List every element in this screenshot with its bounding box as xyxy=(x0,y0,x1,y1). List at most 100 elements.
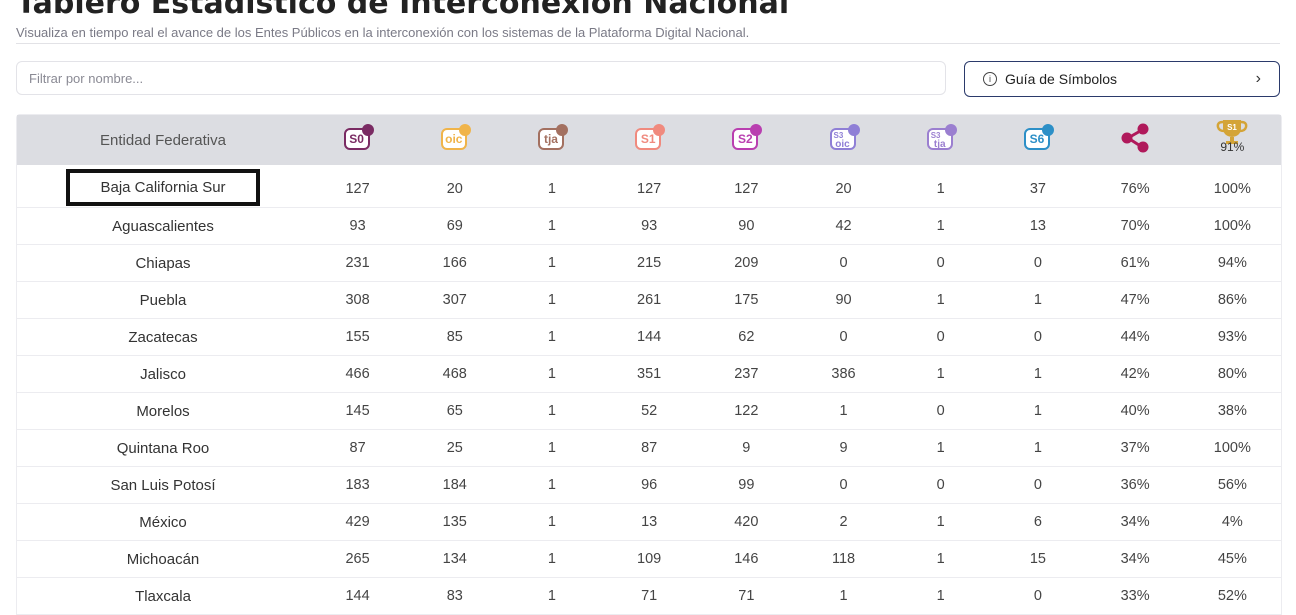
table-row[interactable]: Quintana Roo 87 25 1 87 9 9 1 1 37% 100% xyxy=(17,429,1281,467)
value-cell: 4% xyxy=(1183,503,1281,541)
entity-name-cell: Morelos xyxy=(17,392,309,430)
column-header-share[interactable] xyxy=(1086,115,1184,168)
value-cell: 1 xyxy=(989,392,1087,430)
value-cell: 265 xyxy=(309,540,407,578)
trophy-icon: S1 91% xyxy=(1212,118,1252,158)
s1-badge-icon: S1 xyxy=(632,122,666,154)
entity-name-cell: Chiapas xyxy=(17,244,309,282)
value-cell: 96 xyxy=(600,466,698,504)
entity-name-cell: México xyxy=(17,503,309,541)
column-header-tja-badge[interactable]: tja xyxy=(503,115,601,168)
value-cell: 1 xyxy=(892,207,990,245)
value-cell: 144 xyxy=(309,577,407,614)
value-cell: 0 xyxy=(989,318,1087,356)
entity-name-cell: Jalisco xyxy=(17,355,309,393)
value-cell: 85 xyxy=(406,318,504,356)
entity-name-cell: Aguascalientes xyxy=(17,207,309,245)
value-cell: 37 xyxy=(989,165,1087,208)
value-cell: 420 xyxy=(697,503,795,541)
value-cell: 0 xyxy=(794,244,893,282)
value-cell: 0 xyxy=(989,466,1087,504)
column-header-s6-badge[interactable]: S6 xyxy=(989,115,1087,168)
page-title: Tablero Estadístico de Interconexión Nac… xyxy=(16,0,790,21)
table-row[interactable]: Aguascalientes 93 69 1 93 90 42 1 13 70% 100% xyxy=(17,207,1281,245)
table-row[interactable]: Baja California Sur 127 20 1 127 127 20 1 37 76% 1… xyxy=(17,165,1281,208)
table-header-row: Entidad Federativa S0 oic tja S1 S2 S3 oic S3 tj… xyxy=(17,115,1281,168)
column-header-oic-badge[interactable]: oic xyxy=(406,115,504,168)
value-cell: 0 xyxy=(892,392,990,430)
share-icon xyxy=(1118,121,1152,155)
value-cell: 1 xyxy=(989,429,1087,467)
s3-oic-badge-icon: S3 oic xyxy=(827,122,861,154)
value-cell: 71 xyxy=(697,577,795,614)
entity-name-cell: Michoacán xyxy=(17,540,309,578)
column-header-trophy[interactable]: S1 91% xyxy=(1183,115,1281,168)
column-header-s0-badge[interactable]: S0 xyxy=(309,115,407,168)
value-cell: 94% xyxy=(1183,244,1281,282)
value-cell: 9 xyxy=(697,429,795,467)
value-cell: 237 xyxy=(697,355,795,393)
value-cell: 144 xyxy=(600,318,698,356)
value-cell: 122 xyxy=(697,392,795,430)
value-cell: 175 xyxy=(697,281,795,319)
symbol-guide-button[interactable]: i Guía de Símbolos › xyxy=(964,61,1280,97)
value-cell: 1 xyxy=(503,244,601,282)
table-row[interactable]: Jalisco 466 468 1 351 237 386 1 1 42% 80% xyxy=(17,355,1281,393)
value-cell: 87 xyxy=(309,429,407,467)
column-header-s3-oic-badge[interactable]: S3 oic xyxy=(794,115,893,168)
entity-name-cell: San Luis Potosí xyxy=(17,466,309,504)
value-cell: 99 xyxy=(697,466,795,504)
value-cell: 135 xyxy=(406,503,504,541)
table-row[interactable]: Zacatecas 155 85 1 144 62 0 0 0 44% 93% xyxy=(17,318,1281,356)
value-cell: 52% xyxy=(1183,577,1281,614)
filter-input[interactable] xyxy=(16,61,946,95)
column-header-s1-badge[interactable]: S1 xyxy=(600,115,698,168)
table-row[interactable]: San Luis Potosí 183 184 1 96 99 0 0 0 36% 56% xyxy=(17,466,1281,504)
value-cell: 33% xyxy=(1086,577,1184,614)
tja-badge-icon: tja xyxy=(535,122,569,154)
value-cell: 9 xyxy=(794,429,893,467)
value-cell: 1 xyxy=(503,165,601,208)
value-cell: 61% xyxy=(1086,244,1184,282)
value-cell: 308 xyxy=(309,281,407,319)
value-cell: 1 xyxy=(892,429,990,467)
value-cell: 1 xyxy=(892,577,990,614)
value-cell: 183 xyxy=(309,466,407,504)
table-row[interactable]: Morelos 145 65 1 52 122 1 0 1 40% 38% xyxy=(17,392,1281,430)
column-header-s3-tja-badge[interactable]: S3 tja xyxy=(892,115,990,168)
table-row[interactable]: Michoacán 265 134 1 109 146 118 1 15 34% 45% xyxy=(17,540,1281,578)
value-cell: 209 xyxy=(697,244,795,282)
trophy-percentage: 91% xyxy=(1220,139,1245,154)
value-cell: 0 xyxy=(892,244,990,282)
value-cell: 100% xyxy=(1183,165,1281,208)
value-cell: 351 xyxy=(600,355,698,393)
value-cell: 42 xyxy=(794,207,893,245)
header-divider xyxy=(16,43,1280,44)
value-cell: 25 xyxy=(406,429,504,467)
column-header-s2-badge[interactable]: S2 xyxy=(697,115,795,168)
entity-name-cell: Baja California Sur xyxy=(17,165,309,208)
value-cell: 65 xyxy=(406,392,504,430)
table-row[interactable]: Tlaxcala 144 83 1 71 71 1 1 0 33% 52% xyxy=(17,577,1281,614)
value-cell: 13 xyxy=(600,503,698,541)
value-cell: 1 xyxy=(794,392,893,430)
table-row[interactable]: Chiapas 231 166 1 215 209 0 0 0 61% 94% xyxy=(17,244,1281,282)
table-row[interactable]: México 429 135 1 13 420 2 1 6 34% 4% xyxy=(17,503,1281,541)
page-subtitle: Visualiza en tiempo real el avance de lo… xyxy=(16,25,750,40)
info-icon: i xyxy=(983,72,997,86)
value-cell: 261 xyxy=(600,281,698,319)
value-cell: 1 xyxy=(503,392,601,430)
s0-badge-icon: S0 xyxy=(341,122,375,154)
stats-table: Entidad Federativa S0 oic tja S1 S2 S3 oic S3 tj… xyxy=(17,115,1281,614)
value-cell: 90 xyxy=(697,207,795,245)
value-cell: 1 xyxy=(989,281,1087,319)
value-cell: 70% xyxy=(1086,207,1184,245)
value-cell: 1 xyxy=(503,577,601,614)
table-row[interactable]: Puebla 308 307 1 261 175 90 1 1 47% 86% xyxy=(17,281,1281,319)
value-cell: 127 xyxy=(309,165,407,208)
value-cell: 15 xyxy=(989,540,1087,578)
value-cell: 1 xyxy=(503,207,601,245)
value-cell: 1 xyxy=(892,355,990,393)
entity-column-header[interactable]: Entidad Federativa xyxy=(17,115,309,168)
value-cell: 1 xyxy=(892,165,990,208)
